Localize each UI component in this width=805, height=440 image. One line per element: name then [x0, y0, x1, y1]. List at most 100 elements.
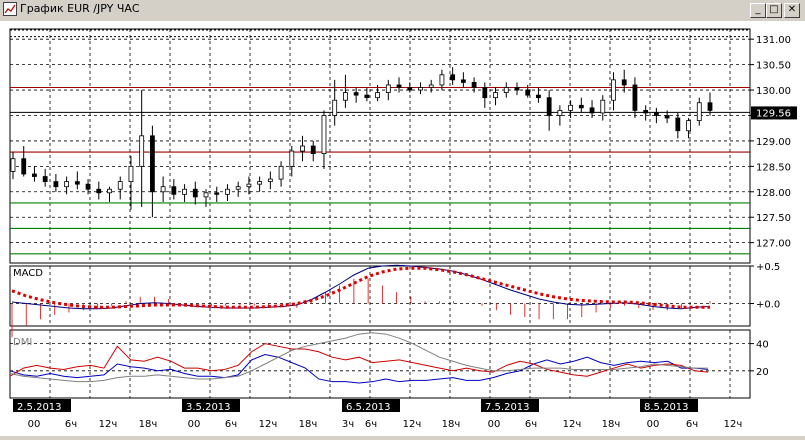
- candle-body: [653, 112, 659, 116]
- candle-body: [53, 181, 59, 188]
- candle-body: [568, 104, 573, 111]
- candle-body: [289, 150, 295, 167]
- time-axis-label: 18ч: [602, 419, 621, 430]
- candle-body: [96, 188, 102, 194]
- candle-body: [578, 104, 584, 109]
- candle-body: [257, 181, 263, 185]
- candle-body: [482, 87, 488, 99]
- chart-canvas[interactable]: 131.00130.50130.00129.50129.00128.50128.…: [0, 21, 805, 436]
- candle-body: [385, 84, 391, 93]
- candle-body: [439, 74, 445, 86]
- price-tick-label: 128.50: [756, 162, 791, 173]
- title-bar[interactable]: График EUR /JPY ЧАС _ □ ✕: [0, 0, 805, 19]
- chart-area[interactable]: 131.00130.50130.00129.50129.00128.50128.…: [0, 21, 805, 436]
- candle-body: [396, 84, 402, 88]
- time-axis-label: 6ч: [65, 419, 77, 430]
- candle-body: [407, 87, 413, 91]
- date-tag-label: 8.5.2013: [644, 402, 689, 413]
- time-axis-label: 6ч: [686, 419, 698, 430]
- time-axis-label: 18ч: [299, 419, 318, 430]
- dmi-plus-line: [9, 353, 709, 384]
- macd-title: MACD: [13, 268, 43, 279]
- candle-body: [10, 158, 16, 172]
- date-tag-label: 2.5.2013: [17, 402, 62, 413]
- candle-body: [375, 92, 380, 99]
- candle-body: [332, 99, 338, 116]
- time-axis-label: 12ч: [724, 419, 743, 430]
- candle-body: [514, 87, 520, 91]
- time-axis-label: 6ч: [365, 419, 377, 430]
- macd-tick-label: +0.0: [756, 300, 780, 311]
- time-axis-label: 00: [647, 419, 660, 430]
- price-tick-label: 129.00: [756, 137, 791, 148]
- date-tag: [342, 399, 400, 412]
- date-tag-label: 6.5.2013: [346, 402, 391, 413]
- maximize-button[interactable]: □: [766, 3, 782, 18]
- price-tick-label: 127.00: [756, 239, 791, 250]
- candle-body: [192, 188, 198, 198]
- candle-body: [160, 186, 166, 193]
- time-axis-label: 12ч: [403, 419, 422, 430]
- candle-body: [589, 107, 595, 114]
- candle-body: [85, 183, 91, 190]
- candle-body: [557, 109, 563, 116]
- candle-body: [300, 145, 305, 152]
- dmi-tick-label: 20: [756, 367, 769, 378]
- candle-body: [471, 82, 477, 88]
- candle-body: [139, 135, 145, 167]
- date-tag: [481, 399, 539, 412]
- window-title: График EUR /JPY ЧАС: [20, 2, 140, 15]
- minimize-button[interactable]: _: [750, 3, 766, 18]
- candle-body: [450, 74, 456, 81]
- dmi-panel: [9, 329, 751, 399]
- candle-body: [182, 188, 187, 195]
- dmi-tick-label: 40: [756, 340, 769, 351]
- candle-body: [503, 87, 509, 93]
- candle-body: [632, 84, 638, 111]
- candle-body: [643, 109, 649, 114]
- price-tick-label: 127.50: [756, 213, 791, 224]
- candle-body: [278, 165, 284, 180]
- time-axis-label: 18ч: [442, 419, 461, 430]
- macd-line: [11, 264, 711, 310]
- candle-body: [128, 165, 134, 183]
- price-tick-label: 130.00: [756, 86, 791, 97]
- time-axis-label: 12ч: [259, 419, 278, 430]
- time-axis-label: 3ч: [342, 419, 354, 430]
- candle-body: [171, 186, 177, 195]
- candle-body: [225, 188, 230, 195]
- dmi-minus-line: [9, 343, 709, 377]
- time-axis-label: 6ч: [225, 419, 237, 430]
- candle-body: [664, 115, 670, 119]
- macd-tick-label: +0.5: [756, 262, 780, 273]
- candle-body: [235, 186, 241, 190]
- candle-body: [64, 181, 70, 188]
- candle-body: [246, 183, 252, 188]
- candle-body: [107, 188, 112, 194]
- time-axis-label: 12ч: [99, 419, 118, 430]
- close-button[interactable]: ✕: [784, 3, 800, 18]
- candle-body: [310, 145, 316, 155]
- candle-body: [621, 79, 627, 86]
- candle-body: [546, 97, 552, 116]
- price-tick-label: 128.00: [756, 188, 791, 199]
- candle-body: [696, 102, 702, 121]
- candle-body: [611, 79, 616, 101]
- candle-body: [42, 176, 48, 183]
- candle-body: [32, 173, 37, 177]
- date-tag-label: 3.5.2013: [186, 402, 231, 413]
- price-panel: [9, 28, 751, 264]
- time-axis-label: 6ч: [525, 419, 537, 430]
- chart-window-icon: [3, 2, 17, 16]
- candle-body: [600, 99, 606, 114]
- candle-body: [321, 115, 327, 155]
- macd-panel: [9, 265, 751, 327]
- candle-body: [364, 94, 370, 99]
- price-tick-label: 131.00: [756, 35, 791, 46]
- candle-body: [686, 120, 691, 132]
- candle-body: [460, 79, 466, 83]
- dmi-title: DMI: [13, 337, 32, 348]
- candle-body: [74, 181, 80, 185]
- date-tag: [13, 399, 71, 412]
